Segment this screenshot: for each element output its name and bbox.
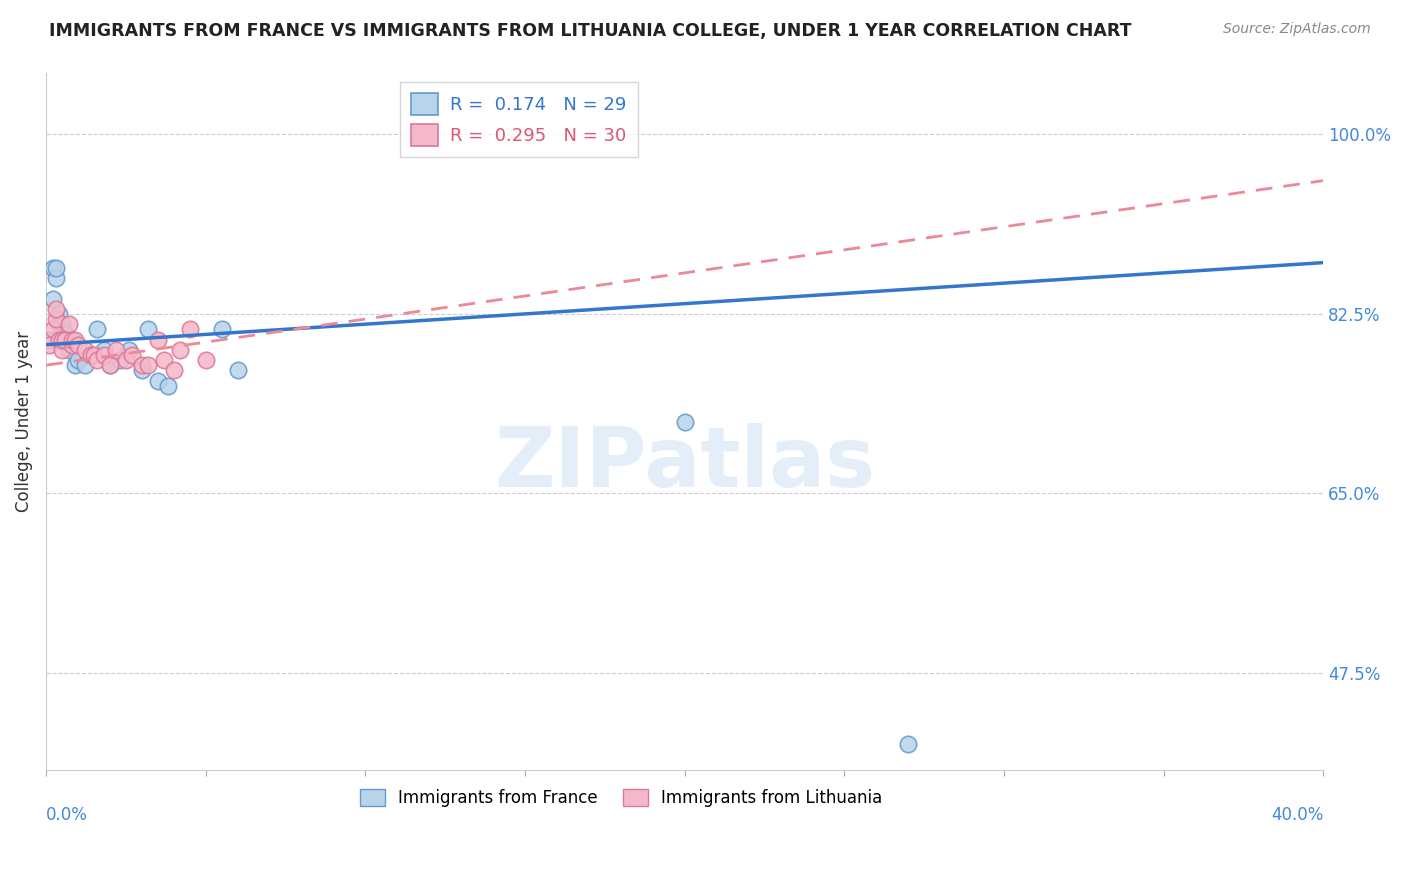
Point (156, 378, 179, 392)
Point (51, 333, 73, 347)
Point (45, 301, 67, 316)
Point (45, 312, 67, 326)
Point (63, 358, 86, 372)
Point (131, 363, 153, 377)
Point (226, 363, 249, 377)
Point (41, 322, 63, 336)
Point (673, 415, 696, 429)
Point (131, 358, 153, 372)
Point (51, 317, 73, 331)
Point (41, 292, 63, 306)
Legend: Immigrants from France, Immigrants from Lithuania: Immigrants from France, Immigrants from … (353, 782, 889, 814)
Point (83, 348, 105, 362)
Text: ZIPatlas: ZIPatlas (494, 423, 875, 504)
Point (98, 358, 121, 372)
Point (60, 337, 83, 351)
Point (98, 358, 121, 372)
Point (48, 333, 70, 347)
Point (146, 333, 169, 347)
Point (53, 327, 76, 342)
Point (58, 317, 80, 331)
Point (93, 343, 115, 357)
Point (138, 358, 160, 372)
Point (86, 353, 108, 368)
Point (118, 343, 141, 357)
Point (48, 307, 70, 321)
Point (41, 260, 63, 275)
Point (86, 322, 108, 336)
Point (48, 317, 70, 331)
Point (146, 374, 169, 388)
Point (38, 333, 60, 347)
Text: 40.0%: 40.0% (1271, 806, 1323, 824)
Point (897, 738, 920, 752)
Point (211, 322, 233, 336)
Text: Source: ZipAtlas.com: Source: ZipAtlas.com (1223, 22, 1371, 37)
Point (179, 322, 201, 336)
Point (67, 337, 90, 351)
Point (67, 353, 90, 368)
Point (63, 333, 86, 347)
Point (80, 348, 103, 362)
Point (58, 343, 80, 357)
Point (138, 322, 160, 336)
Point (38, 337, 60, 351)
Point (73, 358, 96, 372)
Text: IMMIGRANTS FROM FRANCE VS IMMIGRANTS FROM LITHUANIA COLLEGE, UNDER 1 YEAR CORREL: IMMIGRANTS FROM FRANCE VS IMMIGRANTS FRO… (49, 22, 1132, 40)
Point (45, 260, 67, 275)
Point (163, 363, 186, 377)
Point (115, 353, 138, 368)
Point (60, 333, 83, 347)
Point (169, 343, 191, 357)
Point (53, 333, 76, 347)
Y-axis label: College, Under 1 year: College, Under 1 year (15, 331, 32, 512)
Point (51, 343, 73, 357)
Point (105, 343, 128, 357)
Point (53, 333, 76, 347)
Point (121, 348, 143, 362)
Point (153, 353, 176, 368)
Point (93, 348, 115, 362)
Point (73, 343, 96, 357)
Text: 0.0%: 0.0% (46, 806, 89, 824)
Point (194, 353, 217, 368)
Point (60, 333, 83, 347)
Point (45, 271, 67, 285)
Point (80, 348, 103, 362)
Point (108, 353, 131, 368)
